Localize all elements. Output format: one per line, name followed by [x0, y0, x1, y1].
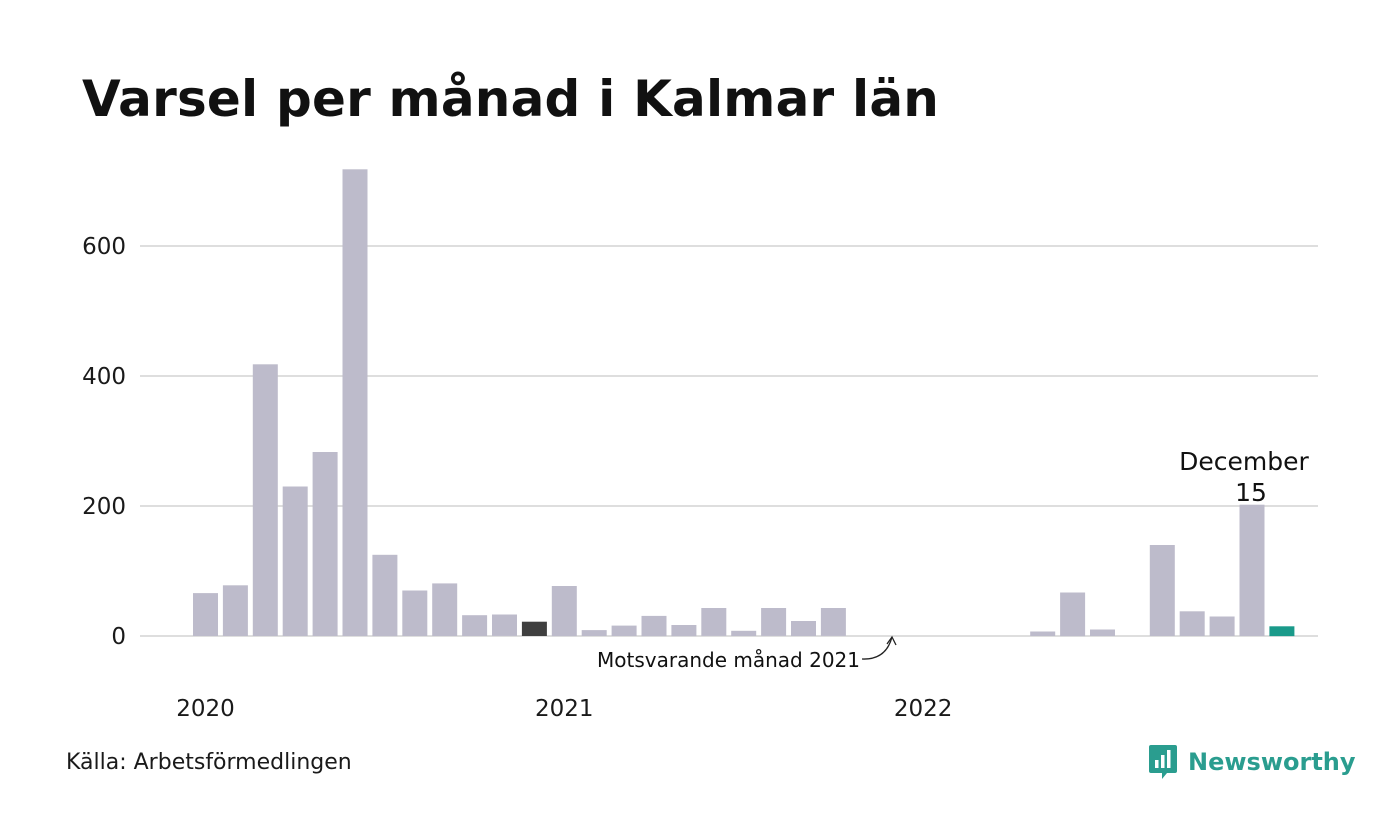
bars	[193, 169, 1295, 637]
bar	[1149, 545, 1175, 636]
bar	[282, 486, 308, 636]
newsworthy-logo-text: Newsworthy	[1188, 748, 1356, 776]
y-tick-label: 400	[82, 364, 126, 390]
y-axis-ticks: 0 200 400 600	[82, 234, 126, 650]
bar-reference-month	[521, 621, 547, 636]
reference-arrowhead	[886, 635, 897, 646]
bar	[1030, 631, 1056, 636]
bar	[551, 586, 577, 637]
bar	[1209, 616, 1235, 636]
x-tick-label: 2021	[535, 696, 594, 722]
bar	[731, 630, 757, 636]
bar	[372, 554, 398, 637]
x-tick-label: 2022	[894, 696, 953, 722]
bar	[1179, 611, 1205, 636]
x-tick-label: 2020	[176, 696, 235, 722]
bar	[581, 630, 607, 636]
bar	[791, 621, 816, 636]
bar	[312, 452, 338, 636]
annotation-month-label: December	[1179, 447, 1309, 476]
newsworthy-logo[interactable]: Newsworthy	[1148, 744, 1356, 780]
chart-title: Varsel per månad i Kalmar län	[82, 70, 940, 128]
bar	[402, 590, 428, 636]
bar	[1239, 504, 1265, 636]
y-tick-label: 0	[111, 624, 126, 650]
bar	[252, 364, 278, 636]
bar-current-month	[1269, 626, 1295, 637]
reference-label: Motsvarande månad 2021	[597, 648, 860, 672]
bar	[671, 625, 697, 637]
bar	[1060, 592, 1086, 637]
bar	[1090, 629, 1115, 636]
y-tick-label: 200	[82, 494, 126, 520]
bar	[462, 615, 488, 636]
bar	[641, 615, 667, 637]
bar	[342, 169, 368, 637]
bar	[432, 583, 458, 636]
reference-arrow	[861, 636, 893, 660]
bar	[820, 608, 846, 636]
source-note: Källa: Arbetsförmedlingen	[66, 750, 352, 775]
y-tick-label: 600	[82, 234, 126, 260]
x-axis-ticks: 2020 2021 2022	[176, 696, 952, 722]
annotation-value-label: 15	[1235, 478, 1267, 507]
bar	[761, 608, 787, 636]
bar	[492, 614, 517, 636]
bar	[701, 608, 727, 636]
bar	[193, 593, 218, 636]
bar	[611, 625, 637, 636]
bar	[222, 585, 248, 636]
newsworthy-logo-icon	[1149, 745, 1177, 779]
